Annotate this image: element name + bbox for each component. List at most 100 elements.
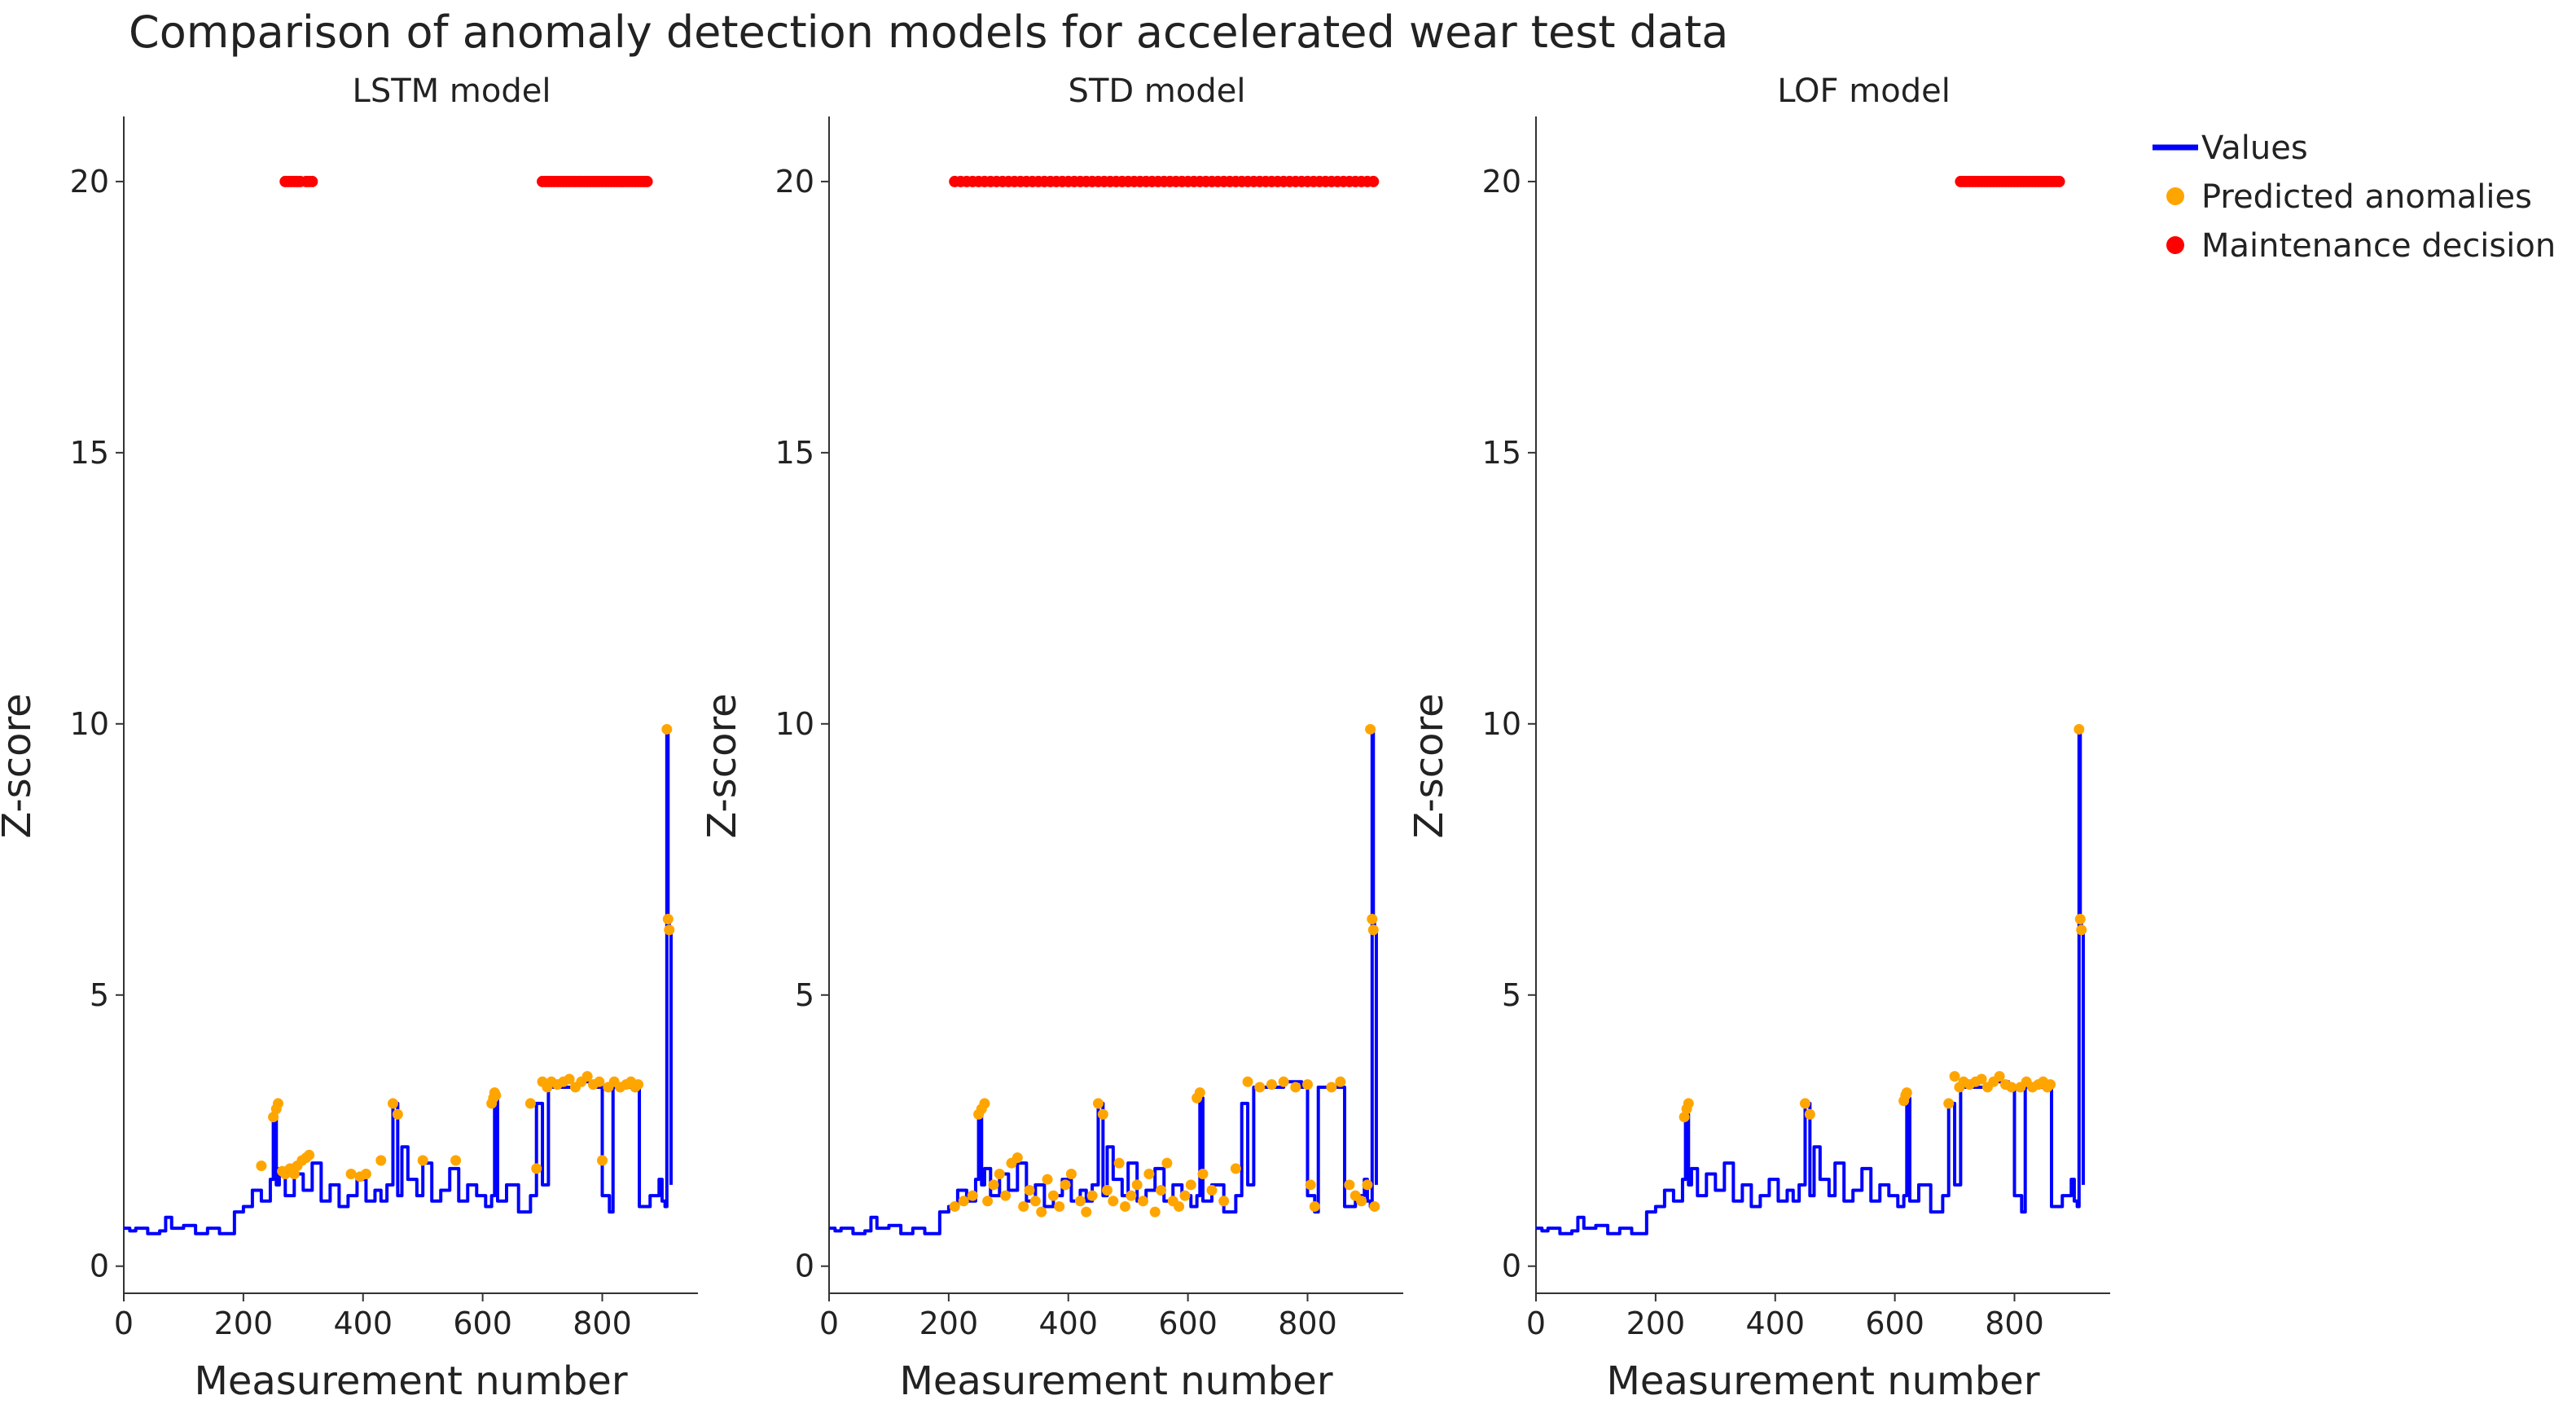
anomaly-point xyxy=(1335,1076,1346,1087)
y-tick-label: 0 xyxy=(90,1248,109,1284)
anomaly-point xyxy=(1120,1200,1131,1212)
anomaly-point xyxy=(2074,914,2086,925)
anomaly-point xyxy=(1344,1179,1355,1191)
values-line xyxy=(1536,727,2085,1235)
anomaly-point xyxy=(1302,1079,1313,1090)
anomaly-point xyxy=(268,1112,279,1123)
anomaly-point xyxy=(1081,1206,1092,1218)
anomaly-point xyxy=(1679,1112,1690,1123)
values-line xyxy=(124,727,673,1235)
anomaly-point xyxy=(1326,1082,1337,1093)
anomaly-point xyxy=(1036,1206,1047,1218)
y-axis-title: Z-score xyxy=(700,693,745,838)
anomaly-point xyxy=(1161,1157,1173,1169)
anomaly-point xyxy=(1054,1200,1065,1212)
anomaly-point xyxy=(1799,1098,1810,1109)
anomaly-point xyxy=(1356,1196,1367,1207)
anomaly-point xyxy=(1197,1169,1209,1180)
anomaly-point xyxy=(256,1161,267,1172)
x-tick-label: 600 xyxy=(1865,1305,1924,1341)
anomaly-point xyxy=(1309,1200,1320,1212)
anomaly-point xyxy=(1108,1196,1119,1207)
anomaly-point xyxy=(345,1169,357,1180)
anomaly-point xyxy=(949,1200,960,1212)
anomaly-point xyxy=(958,1196,969,1207)
y-axis-title: Z-score xyxy=(1406,693,1452,838)
anomaly-point xyxy=(1149,1206,1161,1218)
anomaly-point xyxy=(1042,1174,1053,1185)
anomaly-point xyxy=(1086,1190,1098,1201)
anomaly-point xyxy=(387,1098,398,1109)
anomaly-point xyxy=(288,1169,300,1180)
x-tick-label: 800 xyxy=(573,1305,632,1341)
x-tick-label: 800 xyxy=(1985,1305,2044,1341)
anomaly-point xyxy=(450,1155,462,1166)
anomaly-point xyxy=(1976,1073,1987,1085)
anomaly-point xyxy=(1804,1108,1815,1120)
x-tick-label: 200 xyxy=(919,1305,979,1341)
x-axis-title: Measurement number xyxy=(194,1358,627,1404)
values-line xyxy=(829,727,1378,1235)
anomaly-point xyxy=(662,914,674,925)
x-tick-label: 600 xyxy=(1158,1305,1218,1341)
x-tick-label: 800 xyxy=(1278,1305,1337,1341)
anomaly-point xyxy=(581,1071,593,1082)
anomaly-point xyxy=(664,924,675,936)
y-axis-title: Z-score xyxy=(0,693,40,838)
anomaly-point xyxy=(1174,1200,1185,1212)
x-axis-title: Measurement number xyxy=(1606,1358,2039,1404)
anomaly-point xyxy=(967,1190,978,1201)
y-tick-label: 0 xyxy=(1502,1248,1521,1284)
chart-title: Comparison of anomaly detection models f… xyxy=(129,7,1728,58)
anomaly-point xyxy=(1097,1108,1108,1120)
x-tick-label: 400 xyxy=(1038,1305,1098,1341)
anomaly-point xyxy=(2006,1082,2017,1093)
anomaly-point xyxy=(1949,1071,1960,1082)
anomaly-point xyxy=(1242,1076,1253,1087)
anomaly-point xyxy=(272,1098,283,1109)
anomaly-point xyxy=(1074,1196,1086,1207)
anomaly-point xyxy=(1113,1157,1125,1169)
legend-maintenance-swatch xyxy=(2166,236,2184,254)
x-axis-title: Measurement number xyxy=(899,1358,1332,1404)
anomaly-point xyxy=(1365,723,1376,735)
anomaly-point xyxy=(1367,914,1378,925)
legend-label: Values xyxy=(2201,129,2308,167)
anomaly-point xyxy=(417,1155,428,1166)
anomaly-point xyxy=(1126,1190,1137,1201)
x-tick-label: 400 xyxy=(333,1305,393,1341)
anomaly-point xyxy=(1029,1196,1041,1207)
x-tick-label: 400 xyxy=(1745,1305,1805,1341)
y-tick-label: 0 xyxy=(795,1248,814,1284)
legend-label: Predicted anomalies xyxy=(2201,178,2532,216)
anomaly-point xyxy=(1901,1087,1912,1099)
anomaly-point xyxy=(982,1196,994,1207)
anomaly-point xyxy=(1018,1200,1029,1212)
anomaly-point xyxy=(1254,1082,1266,1093)
anomaly-point xyxy=(1943,1098,1955,1109)
anomaly-point xyxy=(1367,924,1379,936)
anomaly-point xyxy=(1362,1179,1373,1191)
y-tick-label: 10 xyxy=(70,706,109,742)
legend-label: Maintenance decision xyxy=(2201,227,2556,265)
anomaly-point xyxy=(1092,1098,1104,1109)
panel-title: LSTM model xyxy=(353,72,551,110)
x-tick-label: 0 xyxy=(114,1305,134,1341)
anomaly-point xyxy=(1290,1082,1301,1093)
anomaly-point xyxy=(1012,1152,1023,1164)
anomaly-point xyxy=(564,1073,575,1085)
anomaly-point xyxy=(490,1090,502,1101)
x-tick-label: 200 xyxy=(1626,1305,1686,1341)
y-tick-label: 15 xyxy=(775,435,814,471)
anomaly-point xyxy=(1156,1184,1167,1196)
anomaly-point xyxy=(2045,1079,2056,1090)
maintenance-point xyxy=(1367,175,1380,187)
anomaly-point xyxy=(304,1149,315,1161)
legend-anomaly-swatch xyxy=(2166,187,2184,205)
maintenance-point xyxy=(306,175,318,187)
